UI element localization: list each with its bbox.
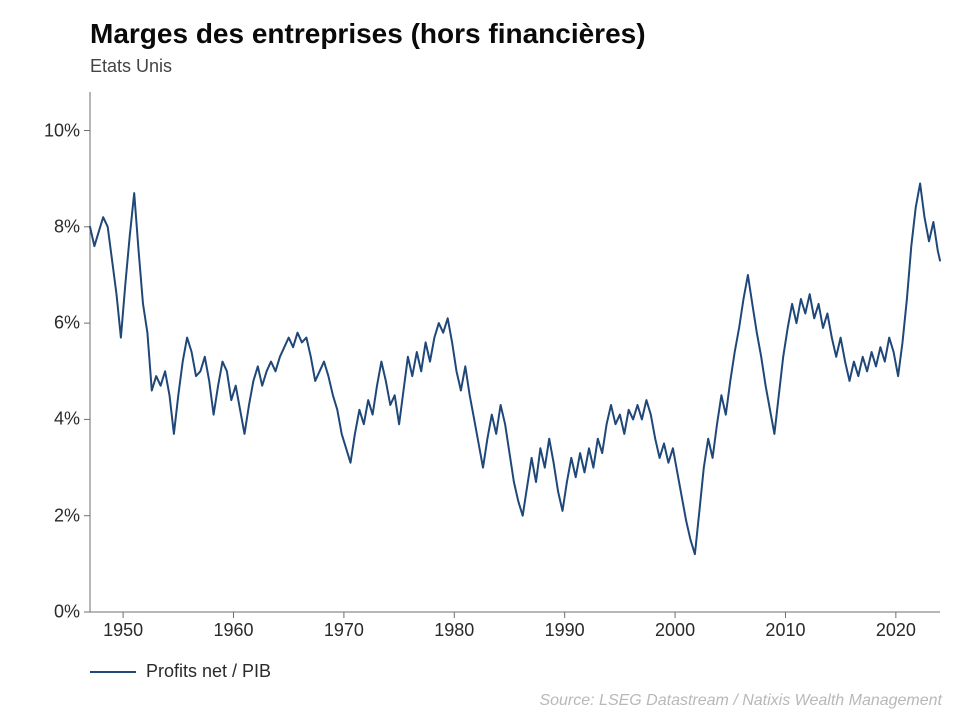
y-tick-label: 0% <box>54 602 80 623</box>
y-tick-label: 10% <box>44 120 80 141</box>
source-attribution: Source: LSEG Datastream / Natixis Wealth… <box>539 692 942 710</box>
x-tick-label: 1960 <box>213 620 253 641</box>
x-tick-label: 1970 <box>324 620 364 641</box>
y-tick-label: 8% <box>54 216 80 237</box>
chart-container: Marges des entreprises (hors financières… <box>0 0 960 720</box>
x-tick-label: 2000 <box>655 620 695 641</box>
legend-swatch <box>90 671 136 673</box>
y-tick-label: 6% <box>54 313 80 334</box>
x-tick-label: 1950 <box>103 620 143 641</box>
y-tick-label: 4% <box>54 409 80 430</box>
x-tick-label: 1980 <box>434 620 474 641</box>
legend-label: Profits net / PIB <box>146 661 271 682</box>
y-tick-label: 2% <box>54 505 80 526</box>
x-tick-label: 2010 <box>765 620 805 641</box>
x-tick-label: 1990 <box>545 620 585 641</box>
x-tick-label: 2020 <box>876 620 916 641</box>
legend: Profits net / PIB <box>90 661 271 682</box>
chart-plot <box>0 0 960 720</box>
